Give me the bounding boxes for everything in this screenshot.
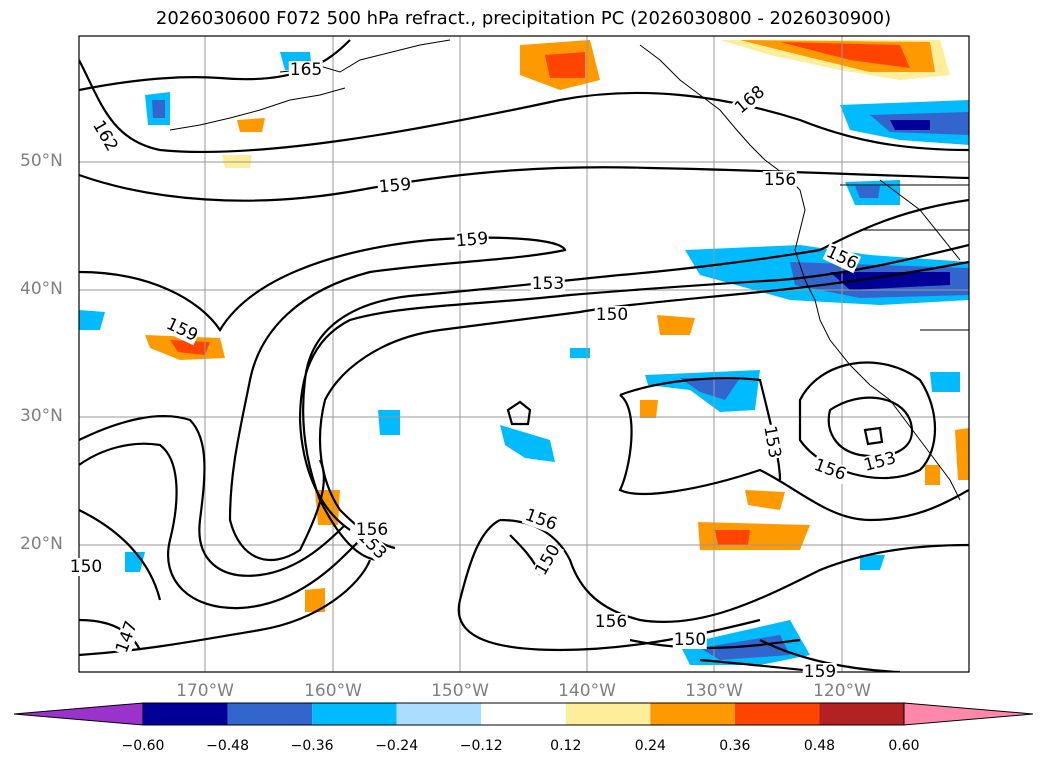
- lon-label-140w: 140°W: [558, 681, 616, 701]
- colorbar-segment: [734, 703, 820, 725]
- colorbar-segment: [565, 703, 651, 725]
- colorbar-segment: [650, 703, 735, 725]
- colorbar-tick-label: −0.12: [459, 738, 503, 754]
- contour-label: 150: [672, 630, 708, 650]
- colorbar-segment: [227, 703, 313, 725]
- colorbar-outline: [142, 702, 905, 726]
- colorbar-extend-low: [13, 702, 144, 726]
- lat-label-40n: 40°N: [20, 279, 63, 299]
- colorbar-segment: [143, 703, 228, 725]
- lon-label-120w: 120°W: [813, 681, 871, 701]
- contour-label: 159: [802, 662, 838, 682]
- colorbar-tick-label: 0.12: [550, 738, 582, 754]
- colorbar-segment: [312, 703, 397, 725]
- lon-label-170w: 170°W: [176, 681, 234, 701]
- contour-label: 165: [288, 60, 324, 80]
- lon-label-150w: 150°W: [431, 681, 489, 701]
- colorbar-tick-label: 0.24: [634, 738, 666, 754]
- map-frame: [78, 35, 970, 673]
- contour-label: 156: [593, 612, 629, 632]
- contour-label: 153: [530, 274, 566, 294]
- colorbar-extend-high: [903, 702, 1034, 726]
- contour-label: 150: [594, 305, 630, 325]
- colorbar-segment: [481, 703, 566, 725]
- contour-label: 156: [354, 520, 390, 540]
- colorbar-tick-label: −0.48: [206, 738, 249, 754]
- colorbar-segment: [819, 703, 904, 725]
- lon-label-160w: 160°W: [304, 681, 362, 701]
- lat-label-20n: 20°N: [20, 534, 63, 554]
- figure-title: 2026030600 F072 500 hPa refract., precip…: [155, 8, 892, 29]
- colorbar-tick-label: 0.48: [803, 738, 836, 754]
- colorbar-segment: [396, 703, 482, 725]
- colorbar-tick-label: 0.60: [888, 738, 920, 754]
- colorbar-tick-label: 0.36: [719, 738, 751, 754]
- colorbar-tick-label: −0.24: [375, 738, 419, 754]
- lat-label-50n: 50°N: [20, 151, 63, 171]
- lat-label-30n: 30°N: [20, 406, 63, 426]
- colorbar-tick-label: −0.60: [121, 738, 165, 754]
- contour-label: 150: [68, 557, 104, 577]
- map-background: [79, 36, 969, 672]
- contour-label: 156: [762, 170, 798, 190]
- lon-label-130w: 130°W: [685, 681, 743, 701]
- colorbar-tick-label: −0.36: [290, 738, 334, 754]
